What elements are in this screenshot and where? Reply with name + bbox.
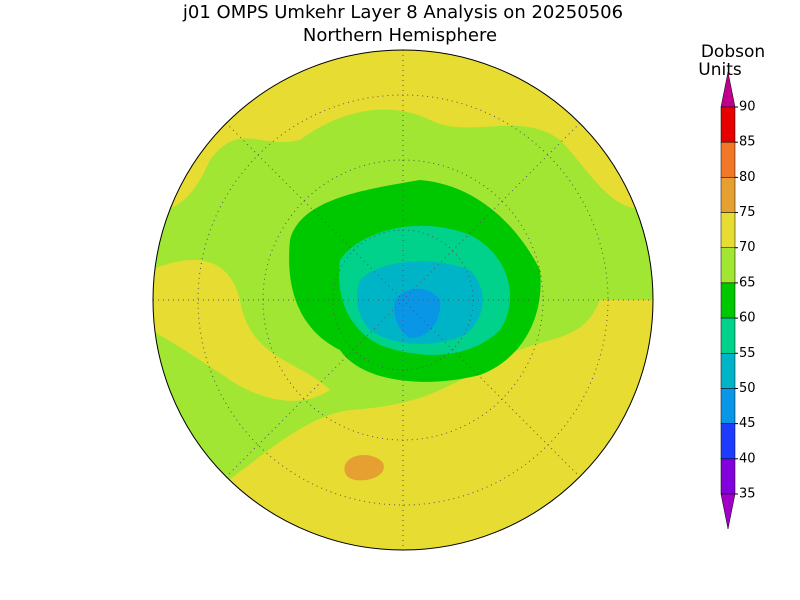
colorbar-tick-label: 65 — [739, 275, 756, 290]
ozone-map — [153, 50, 653, 550]
colorbar: Dobson Units 90 85 80 75 70 65 60 55 50 45 40 35 — [698, 42, 765, 530]
colorbar-tick-label: 45 — [739, 416, 756, 431]
contour-70-75 — [153, 260, 330, 401]
colorbar-tick-label: 40 — [739, 451, 756, 466]
colorbar-segment — [720, 388, 736, 424]
colorbar-title: Units — [698, 60, 742, 80]
colorbar-tick-label: 35 — [739, 487, 756, 502]
colorbar-segment — [720, 106, 736, 143]
colorbar-segment — [720, 458, 736, 495]
colorbar-tick-label: 85 — [739, 135, 756, 150]
contour-70-75 — [153, 300, 653, 550]
colorbar-segment — [720, 353, 736, 389]
contour-45-50 — [394, 288, 441, 338]
subtitle: Northern Hemisphere — [303, 25, 497, 46]
colorbar-tick-label: 50 — [739, 381, 756, 396]
colorbar-segment — [720, 247, 736, 284]
colorbar-segment — [720, 493, 736, 530]
colorbar-segment — [720, 317, 736, 354]
colorbar-segment — [720, 212, 736, 248]
colorbar-title: Dobson — [701, 42, 765, 62]
graticule — [153, 50, 653, 550]
colorbar-segment — [720, 177, 736, 213]
colorbar-segment — [720, 423, 736, 460]
colorbar-segment — [720, 282, 736, 319]
colorbar-tick-label: 60 — [739, 311, 756, 326]
colorbar-tick-label: 75 — [739, 205, 756, 220]
colorbar-tick-label: 90 — [739, 100, 756, 115]
title: j01 OMPS Umkehr Layer 8 Analysis on 2025… — [182, 2, 623, 23]
colorbar-tick-label: 70 — [739, 240, 756, 255]
colorbar-segment — [720, 141, 736, 178]
map-border — [152, 49, 654, 551]
colorbar-tick-label: 80 — [739, 170, 756, 185]
contour-75-80 — [344, 454, 384, 481]
colorbar-tick-label: 55 — [739, 346, 756, 361]
